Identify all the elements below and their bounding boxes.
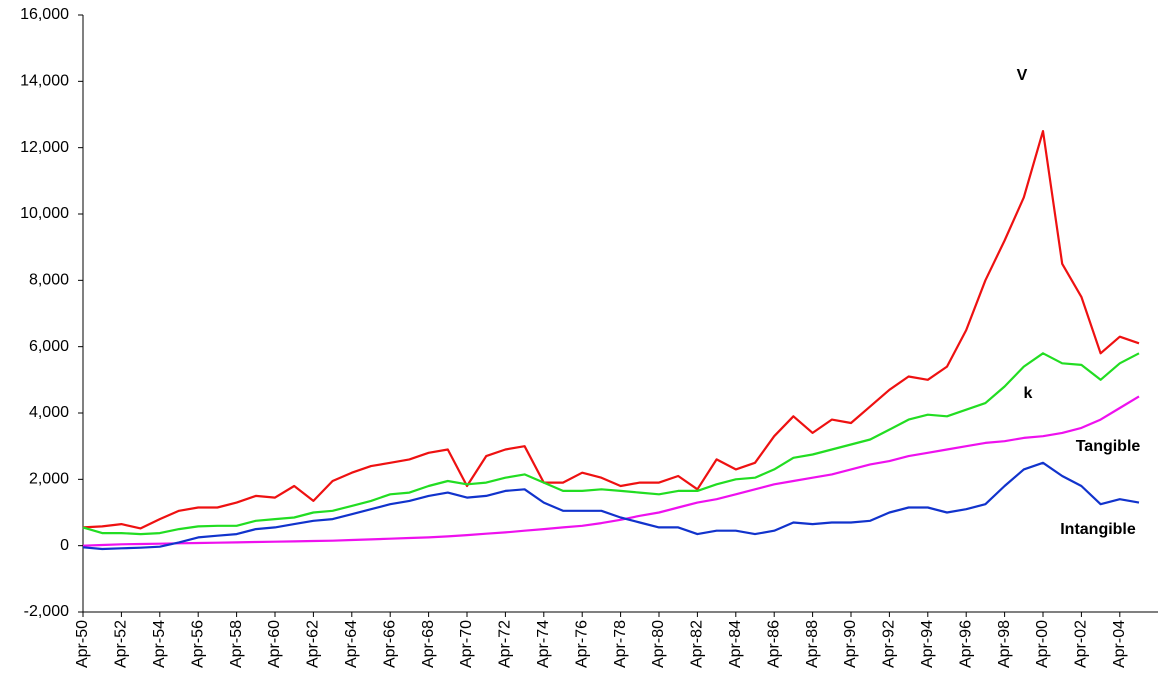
y-tick-label: 2,000 (29, 471, 69, 488)
x-tick-label: Apr-82 (689, 620, 706, 668)
x-tick-label: Apr-98 (996, 620, 1013, 668)
x-tick-label: Apr-58 (228, 620, 245, 668)
series-label: k (1024, 385, 1033, 402)
x-tick-label: Apr-68 (420, 620, 437, 668)
x-tick-label: Apr-70 (458, 620, 475, 668)
x-tick-label: Apr-64 (343, 620, 360, 668)
series-line (82, 395, 1140, 547)
y-tick-label: 0 (60, 537, 69, 554)
x-tick-label: Apr-90 (842, 620, 859, 668)
x-tick-label: Apr-56 (189, 620, 206, 668)
y-tick-label: 4,000 (29, 404, 69, 421)
x-tick-label: Apr-66 (381, 620, 398, 668)
x-tick-label: Apr-72 (497, 620, 514, 668)
x-tick-label: Apr-88 (804, 620, 821, 668)
x-tick-label: Apr-76 (573, 620, 590, 668)
x-tick-label: Apr-60 (266, 620, 283, 668)
series-line (82, 352, 1140, 536)
series-line (82, 130, 1140, 530)
series-label: V (1017, 67, 1028, 84)
x-tick-label: Apr-84 (727, 620, 744, 668)
x-tick-label: Apr-52 (113, 620, 130, 668)
x-tick-label: Apr-92 (881, 620, 898, 668)
y-tick-label: 12,000 (20, 139, 69, 156)
x-tick-label: Apr-94 (919, 620, 936, 668)
x-tick-label: Apr-00 (1034, 620, 1051, 668)
x-tick-label: Apr-78 (612, 620, 629, 668)
y-tick-label: 10,000 (20, 205, 69, 222)
x-tick-label: Apr-80 (650, 620, 667, 668)
x-tick-label: Apr-74 (535, 620, 552, 668)
x-tick-label: Apr-54 (151, 620, 168, 668)
x-tick-label: Apr-02 (1073, 620, 1090, 668)
y-tick-label: 16,000 (20, 6, 69, 23)
x-tick-label: Apr-04 (1111, 620, 1128, 668)
y-tick-label: -2,000 (24, 603, 69, 620)
series-label: Tangible (1076, 438, 1141, 455)
x-tick-label: Apr-50 (74, 620, 91, 668)
x-tick-label: Apr-96 (957, 620, 974, 668)
y-tick-label: 14,000 (20, 73, 69, 90)
series-label: Intangible (1060, 521, 1136, 538)
x-tick-label: Apr-62 (305, 620, 322, 668)
y-tick-label: 6,000 (29, 338, 69, 355)
series-line (82, 461, 1140, 551)
y-tick-label: 8,000 (29, 272, 69, 289)
x-tick-label: Apr-86 (765, 620, 782, 668)
